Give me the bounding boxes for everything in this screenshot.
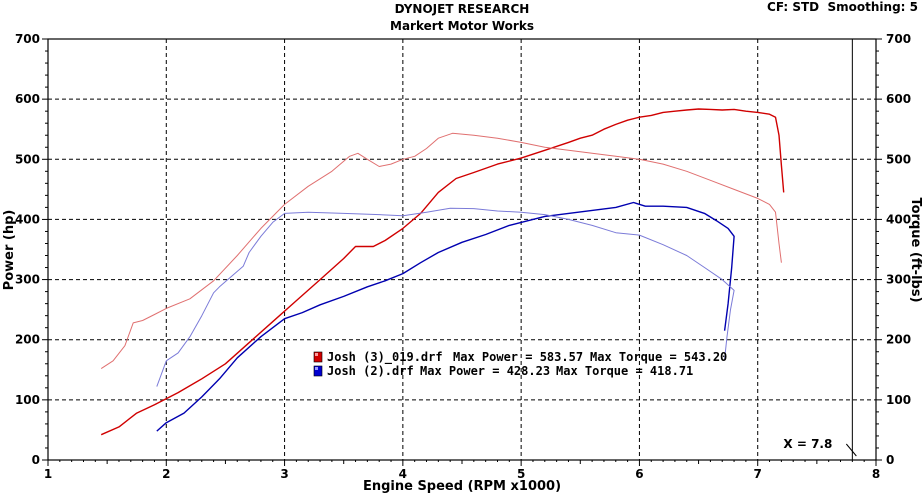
y-axis-left-ticks: 0 100 200 300 400 500 600 700 [15,32,48,467]
y-right-tick-label: 400 [886,212,911,226]
x-tick-label: 1 [44,467,52,481]
y-axis-right-ticks: 0 100 200 300 400 500 600 700 [876,32,911,467]
smoothing-label: Smoothing: 5 [827,0,919,14]
legend-file-run-3: Josh (3)_019.drf [327,350,443,365]
legend-swatch-highlight [315,367,318,370]
y-left-tick-label: 500 [15,152,40,166]
x-tick-label: 8 [872,467,880,481]
legend-entry-run-2[interactable]: Josh (2).drf Max Power = 428.23 Max Torq… [313,364,693,378]
x-tick-label: 3 [280,467,288,481]
y-axis-left-label: Power (hp) [2,210,17,291]
legend-power-run-2: Max Power = 428.23 [420,364,550,378]
cursor-marker [845,443,857,457]
y-left-tick-label: 200 [15,333,40,347]
chart-title: DYNOJET RESEARCH [394,2,530,16]
y-right-tick-label: 500 [886,152,911,166]
y-right-tick-label: 600 [886,92,911,106]
x-cursor[interactable]: X = 7.8 [783,39,857,460]
x-tick-label: 7 [754,467,762,481]
x-tick-label: 6 [635,467,643,481]
y-left-tick-label: 700 [15,32,40,46]
y-right-tick-label: 0 [886,453,894,467]
x-tick-label: 2 [162,467,170,481]
y-left-tick-label: 400 [15,212,40,226]
y-right-tick-label: 700 [886,32,911,46]
legend-swatch-run-3 [313,351,323,363]
legend-entry-run-3[interactable]: Josh (3)_019.drf Max Power = 583.57 Max … [313,350,727,365]
grid-lines [48,39,876,460]
series-line-1-power[interactable] [100,108,785,436]
series-line-2-torque[interactable] [100,132,782,370]
y-left-tick-label: 300 [15,273,40,287]
legend-swatch-highlight [315,353,318,356]
legend-power-run-3: Max Power = 583.57 [453,350,583,364]
data-curves [100,108,785,436]
y-right-tick-label: 100 [886,393,911,407]
correction-info: CF: STD Smoothing: 5 [767,0,918,14]
y-right-tick-label: 200 [886,333,911,347]
chart-subtitle: Markert Motor Works [390,19,534,33]
x-tick-label: 5 [517,467,525,481]
series-line-3-power[interactable] [156,201,735,432]
plot-frame [47,38,877,461]
y-left-tick-label: 600 [15,92,40,106]
x-axis-label: Engine Speed (RPM x1000) [363,479,561,493]
legend-torque-run-3: Max Torque = 543.20 [590,350,727,364]
legend-torque-run-2: Max Torque = 418.71 [556,364,693,378]
series-line-4-torque[interactable] [156,207,735,387]
y-left-tick-label: 0 [32,453,40,467]
y-right-tick-label: 300 [886,273,911,287]
x-axis-ticks: 1 2 3 4 5 6 7 8 [44,460,880,481]
cursor-readout: X = 7.8 [783,437,832,451]
cf-label: CF: STD [767,0,820,14]
legend-swatch-run-2 [313,365,323,377]
x-tick-label: 4 [399,467,407,481]
legend: Josh (3)_019.drf Max Power = 583.57 Max … [313,350,727,378]
legend-file-run-2: Josh (2).drf [327,364,414,378]
y-left-tick-label: 100 [15,393,40,407]
y-axis-right-label: Torque (ft-lbs) [908,197,923,302]
